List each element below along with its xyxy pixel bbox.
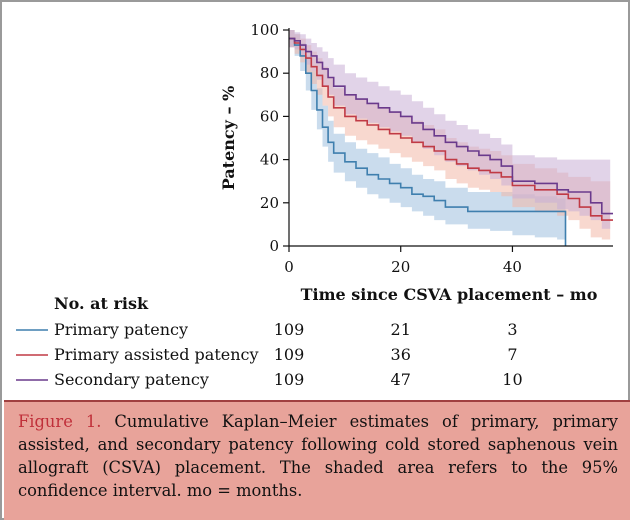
survival-line-1 xyxy=(289,37,567,246)
axes: 0 20 40 60 80 100 0 20 40 Patency – % Time since C… xyxy=(219,21,613,304)
risk-count: 36 xyxy=(391,345,411,364)
risk-row-label: Primary assisted patency xyxy=(54,345,259,364)
risk-count: 10 xyxy=(502,370,522,389)
y-tick-label: 40 xyxy=(260,151,279,169)
risk-count: 21 xyxy=(391,320,411,339)
x-tick-label: 20 xyxy=(391,258,410,276)
y-axis-title: Patency – % xyxy=(219,86,238,191)
ci-band-3 xyxy=(289,30,613,229)
y-tick-label: 100 xyxy=(250,21,279,39)
x-tick-label: 0 xyxy=(284,258,294,276)
survival-curves xyxy=(289,37,613,246)
survival-line-3 xyxy=(289,37,613,215)
risk-row-label: Secondary patency xyxy=(54,370,209,389)
km-chart: 0 20 40 60 80 100 0 20 40 Patency – % Time since C… xyxy=(16,21,613,389)
y-tick-label: 0 xyxy=(269,237,279,255)
y-tick-label: 60 xyxy=(260,107,279,125)
risk-table: No. at risk Primary patency 109 21 3 Primary … xyxy=(16,294,523,389)
risk-count: 109 xyxy=(274,345,305,364)
survival-line-2 xyxy=(289,37,613,221)
caption-text: Cumulative Kaplan–Meier estimates of pri… xyxy=(18,412,618,500)
x-axis-title: Time since CSVA placement – mo xyxy=(301,285,598,304)
figure-caption: Figure 1. Cumulative Kaplan–Meier estima… xyxy=(4,400,630,520)
risk-count: 3 xyxy=(507,320,517,339)
risk-row-label: Primary patency xyxy=(54,320,188,339)
y-tick-label: 20 xyxy=(260,194,279,212)
risk-table-heading: No. at risk xyxy=(54,294,149,313)
risk-count: 47 xyxy=(391,370,411,389)
y-tick-label: 80 xyxy=(260,64,279,82)
caption-label: Figure 1. xyxy=(18,412,102,431)
risk-count: 109 xyxy=(274,370,305,389)
confidence-bands xyxy=(289,30,613,246)
risk-count: 7 xyxy=(507,345,517,364)
risk-count: 109 xyxy=(274,320,305,339)
x-tick-label: 40 xyxy=(503,258,522,276)
